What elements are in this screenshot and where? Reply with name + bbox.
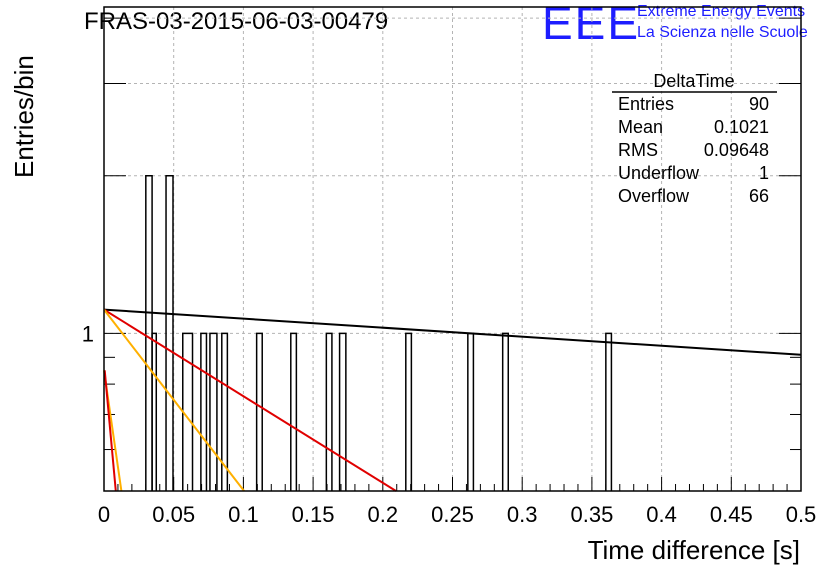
x-tick-label: 0.5 — [786, 502, 817, 527]
fit-line — [103, 308, 802, 356]
histogram-bin — [165, 174, 174, 491]
histogram-bin — [209, 332, 218, 491]
logo-subtitle-line2: La Scienza nelle Scuole — [637, 24, 808, 41]
y-axis-label: Entries/bin — [9, 55, 39, 178]
stats-label: Underflow — [618, 163, 700, 183]
stats-title: DeltaTime — [653, 71, 734, 91]
x-tick-label: 0.35 — [570, 502, 613, 527]
x-tick-label: 0.15 — [292, 502, 335, 527]
x-axis-label: Time difference [s] — [588, 535, 800, 565]
histogram-bin — [405, 332, 413, 491]
x-tick-labels: 0 0.05 0.1 0.15 0.2 0.25 0.3 0.35 0.4 0.45 0.5 — [98, 502, 816, 527]
stats-label: Mean — [618, 117, 663, 137]
stats-box: DeltaTime Entries 90 Mean 0.1021 RMS 0.09648U… — [612, 71, 777, 206]
y-tick-label: 1 — [82, 321, 94, 346]
fit-line — [103, 308, 245, 492]
histogram-bin — [325, 332, 333, 491]
stats-label: RMS — [618, 140, 658, 160]
histogram-bin — [605, 332, 613, 491]
histogram-bin — [255, 332, 263, 491]
stats-value: 0.1021 — [714, 117, 769, 137]
histogram-bin — [338, 332, 347, 491]
histogram-bin — [221, 332, 229, 491]
x-tick-label: 0.1 — [228, 502, 259, 527]
histogram-bins — [145, 174, 613, 491]
stats-value: 1 — [759, 163, 769, 183]
stats-label: Overflow — [618, 186, 690, 206]
x-tick-label: 0.25 — [431, 502, 474, 527]
plot-frame — [103, 6, 802, 492]
chart-title: FRAS-03-2015-06-03-00479 — [84, 8, 389, 35]
stats-label: Entries — [618, 94, 674, 114]
fit-lines — [103, 308, 802, 492]
histogram-bin — [200, 332, 208, 491]
histogram-bin — [290, 332, 298, 491]
x-tick-label: 0.3 — [507, 502, 538, 527]
x-tick-label: 0.2 — [368, 502, 399, 527]
x-tick-label: 0.05 — [152, 502, 195, 527]
stats-value: 66 — [749, 186, 769, 206]
stats-value: 90 — [749, 94, 769, 114]
x-tick-label: 0.4 — [646, 502, 677, 527]
fit-line — [103, 370, 117, 492]
fit-line — [103, 308, 397, 492]
stats-value: 0.09648 — [704, 140, 769, 160]
histogram-bin — [151, 332, 158, 491]
histogram-bin — [467, 332, 475, 491]
y-tick-labels: 1 — [82, 321, 94, 346]
x-tick-label: 0.45 — [710, 502, 753, 527]
x-tick-label: 0 — [98, 502, 110, 527]
histogram-bin — [501, 332, 510, 491]
